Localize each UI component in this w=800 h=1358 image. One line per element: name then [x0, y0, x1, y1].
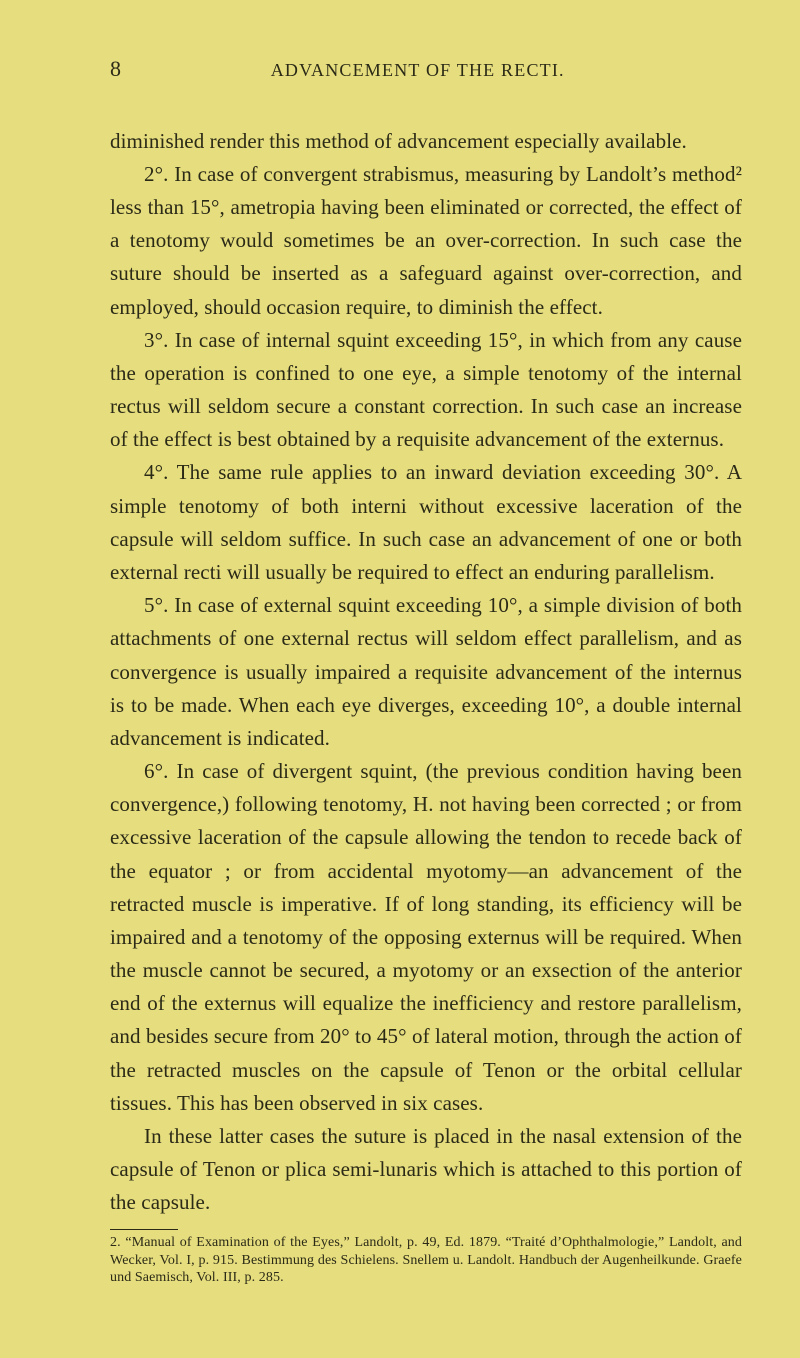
paragraph-6: 6°. In case of divergent squint, (the pr…	[110, 755, 742, 1120]
paragraph-1: diminished render this method of advance…	[110, 125, 742, 158]
body-text: diminished render this method of advance…	[110, 125, 742, 1220]
paragraph-5: 5°. In case of external squint exceeding…	[110, 589, 742, 755]
paragraph-2: 2°. In case of convergent strabismus, me…	[110, 158, 742, 324]
paragraph-4: 4°. The same rule applies to an inward d…	[110, 456, 742, 589]
page-header: 8 ADVANCEMENT OF THE RECTI.	[110, 52, 742, 87]
running-head: ADVANCEMENT OF THE RECTI.	[94, 56, 743, 84]
paragraph-7: In these latter cases the suture is plac…	[110, 1120, 742, 1220]
footnote: 2. “Manual of Examination of the Eyes,” …	[110, 1234, 742, 1287]
page: 8 ADVANCEMENT OF THE RECTI. diminished r…	[0, 0, 800, 1358]
footnote-rule	[110, 1229, 178, 1230]
paragraph-3: 3°. In case of internal squint exceeding…	[110, 324, 742, 457]
